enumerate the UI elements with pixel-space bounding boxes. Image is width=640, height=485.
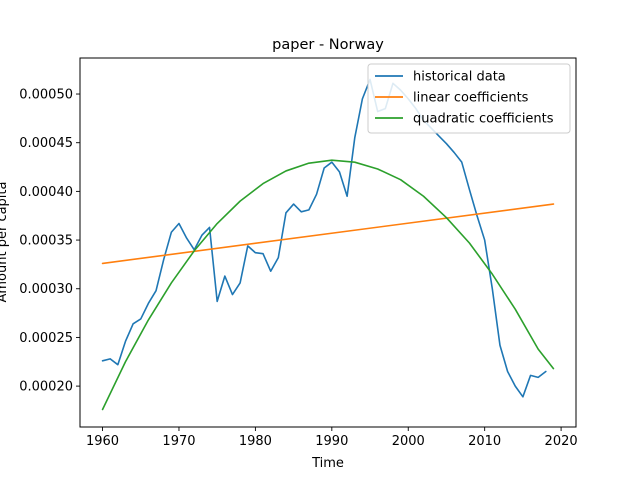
- legend-label-1: linear coefficients: [413, 91, 529, 106]
- x-tick-label: 1970: [162, 434, 195, 449]
- x-tick-label: 2020: [545, 434, 578, 449]
- y-axis: 0.00020 0.00025 0.00030 0.00035 0.00040 0.000…: [19, 88, 80, 395]
- x-tick-label: 1960: [86, 434, 119, 449]
- series-layer: [101, 78, 555, 411]
- series-line-1: [101, 203, 555, 265]
- chart-title: paper - Norway: [272, 37, 384, 53]
- legend: historical data linear coefficients quadra…: [367, 63, 571, 134]
- y-tick-label: 0.00020: [19, 380, 73, 395]
- y-tick-label: 0.00025: [19, 331, 73, 346]
- y-tick-label: 0.00045: [19, 136, 73, 151]
- legend-label-2: quadratic coefficients: [413, 112, 554, 127]
- y-tick-label: 0.00030: [19, 282, 73, 297]
- y-tick-label: 0.00035: [19, 234, 73, 249]
- legend-box: [367, 63, 571, 134]
- series-line-2: [101, 159, 555, 411]
- y-tick-label: 0.00050: [19, 88, 73, 103]
- x-axis: 1960 1970 1980 1990 2000 2010 2020: [86, 427, 578, 449]
- x-axis-label: Time: [311, 456, 344, 471]
- x-tick-label: 1980: [239, 434, 272, 449]
- x-tick-label: 2010: [468, 434, 501, 449]
- x-tick-label: 2000: [392, 434, 425, 449]
- plot-frame: [79, 57, 577, 428]
- x-tick-label: 1990: [315, 434, 348, 449]
- series-line-0: [101, 78, 547, 398]
- y-tick-label: 0.00040: [19, 185, 73, 200]
- y-axis-label: Amount per capita: [0, 182, 10, 303]
- legend-label-0: historical data: [413, 70, 506, 85]
